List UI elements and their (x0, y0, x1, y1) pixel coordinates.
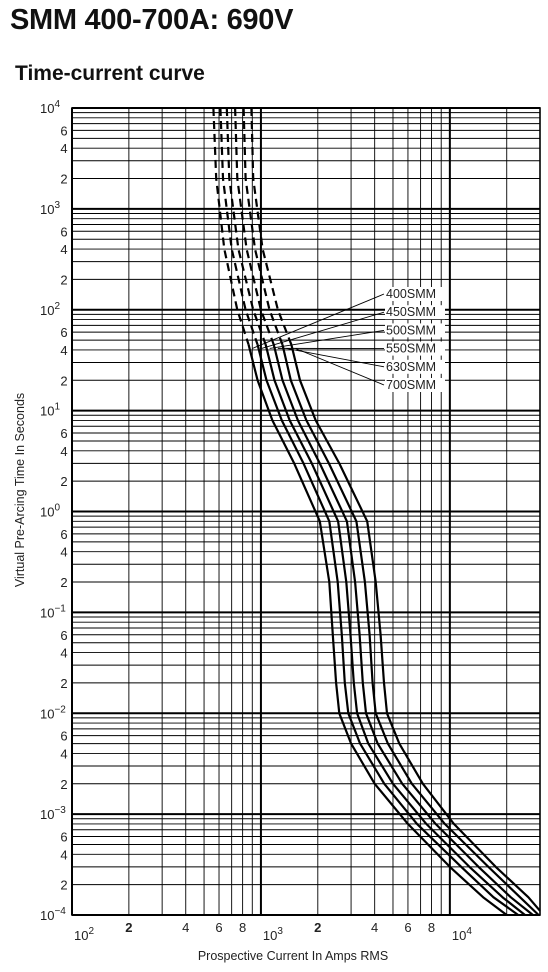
chart-subtitle: Time-current curve (15, 62, 205, 85)
y-minor-tick-label: 4 (60, 242, 67, 257)
curve-500SMM (225, 107, 526, 916)
y-minor-tick-label: 6 (60, 224, 67, 239)
legend-bg (385, 359, 445, 374)
y-minor-tick-label: 6 (60, 123, 67, 138)
legend-label: 630SMM (386, 360, 436, 374)
x-minor-tick-label: 2 (125, 920, 132, 935)
curve-400SMM (212, 107, 508, 916)
y-minor-tick-label: 2 (60, 878, 67, 893)
legend-bg (385, 341, 445, 356)
legend-label: 450SMM (386, 305, 436, 319)
x-minor-tick-label: 8 (239, 920, 246, 935)
x-axis-label: Prospective Current In Amps RMS (198, 949, 388, 963)
y-minor-tick-label: 6 (60, 830, 67, 845)
y-minor-tick-label: 6 (60, 325, 67, 340)
curve-solid-segment (272, 344, 534, 916)
y-minor-tick-label: 2 (60, 373, 67, 388)
x-minor-tick-label: 6 (215, 920, 222, 935)
curve-solid-segment (247, 344, 508, 916)
y-minor-tick-label: 4 (60, 545, 67, 560)
curve-solid-segment (290, 344, 541, 912)
y-major-tick-label: 10−4 (40, 906, 66, 923)
y-minor-tick-label: 2 (60, 474, 67, 489)
y-minor-tick-label: 2 (60, 777, 67, 792)
legend-label: 400SMM (386, 287, 436, 301)
legend-leader-line (252, 293, 385, 349)
curve-550SMM (234, 107, 534, 916)
legend-label: 700SMM (386, 378, 436, 392)
y-major-tick-label: 102 (40, 301, 60, 318)
x-tick-labels: 102 103 104 2 4 6 8 2 4 6 8 (74, 920, 472, 943)
curve-solid-segment (264, 344, 526, 916)
y-minor-tick-label: 4 (60, 343, 67, 358)
y-minor-tick-label: 4 (60, 444, 67, 459)
y-minor-tick-label: 6 (60, 729, 67, 744)
legend-bg (385, 305, 445, 320)
plot-frame (71, 107, 541, 916)
curve-solid-segment (281, 344, 540, 916)
y-minor-tick-label: 4 (60, 141, 67, 156)
y-minor-tick-label: 2 (60, 272, 67, 287)
x-minor-tick-label: 4 (182, 920, 189, 935)
legend-label: 550SMM (386, 342, 436, 356)
x-minor-tick-label: 6 (404, 920, 411, 935)
y-minor-tick-label: 2 (60, 575, 67, 590)
y-major-tick-label: 100 (40, 503, 60, 520)
fuse-curves (212, 107, 541, 916)
y-major-tick-label: 10−2 (40, 704, 66, 721)
legend-leader-line (295, 347, 385, 386)
y-axis-label: Virtual Pre-Arcing Time In Seconds (13, 393, 27, 587)
legend-leader-line (269, 329, 385, 349)
x-major-tick-label: 104 (452, 926, 472, 943)
page-title: SMM 400-700A: 690V (10, 4, 294, 36)
legend: 400SMM 450SMM 500SMM 550SMM 630SMM 700SMM (252, 287, 445, 392)
x-minor-tick-label: 8 (428, 920, 435, 935)
y-major-tick-label: 101 (40, 402, 60, 419)
x-major-tick-label: 103 (263, 926, 283, 943)
curve-solid-segment (256, 344, 519, 916)
curve-450SMM (219, 107, 519, 916)
curve-700SMM (250, 107, 541, 912)
x-major-tick-label: 102 (74, 926, 94, 943)
y-tick-labels: 104 103 102 101 100 10−1 10−2 10−3 10−4 6 4 2 6 4 2 6 4 2… (40, 99, 68, 923)
y-major-tick-label: 104 (40, 99, 60, 116)
y-major-tick-label: 103 (40, 200, 60, 217)
y-minor-tick-label: 2 (60, 172, 67, 187)
y-minor-tick-label: 4 (60, 646, 67, 661)
legend-bg (385, 287, 445, 301)
y-minor-tick-label: 4 (60, 746, 67, 761)
curve-dashed-segment (212, 107, 250, 346)
curve-630SMM (242, 107, 540, 916)
legend-leader-line (261, 311, 385, 349)
legend-bg (385, 378, 445, 392)
x-minor-tick-label: 4 (371, 920, 378, 935)
grid-lines (71, 107, 541, 916)
y-minor-tick-label: 6 (60, 628, 67, 643)
y-minor-tick-label: 2 (60, 676, 67, 691)
y-minor-tick-label: 6 (60, 426, 67, 441)
y-minor-tick-label: 6 (60, 527, 67, 542)
legend-label: 500SMM (386, 323, 436, 337)
legend-bg (385, 323, 445, 338)
y-major-tick-label: 10−3 (40, 805, 66, 822)
y-major-tick-label: 10−1 (40, 603, 66, 620)
x-minor-tick-label: 2 (314, 920, 321, 935)
y-minor-tick-label: 4 (60, 847, 67, 862)
